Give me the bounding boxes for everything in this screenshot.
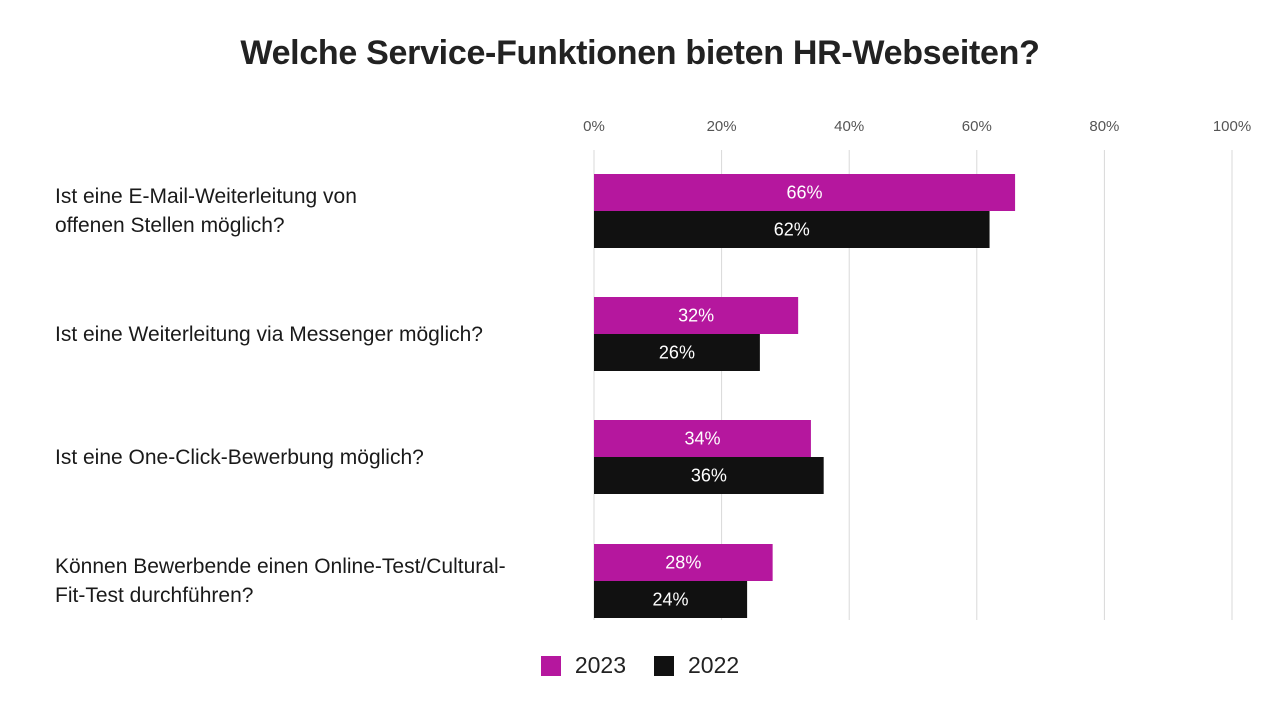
category-label-line: Fit-Test durchführen? (55, 584, 254, 607)
category-label: Ist eine One-Click-Bewerbung möglich? (55, 443, 555, 472)
data-label: 28% (665, 553, 701, 573)
data-label: 66% (787, 183, 823, 203)
x-tick-label: 0% (583, 118, 605, 135)
category-label: Ist eine Weiterleitung via Messenger mög… (55, 320, 555, 349)
bar-2023 (594, 420, 811, 457)
x-tick-label: 80% (1089, 118, 1119, 135)
category-label: Können Bewerbende einen Online-Test/Cult… (55, 552, 555, 610)
chart-title: Welche Service-Funktionen bieten HR-Webs… (240, 34, 1040, 72)
data-label: 34% (684, 429, 720, 449)
bar-2022 (594, 581, 748, 618)
x-tick-label: 20% (707, 118, 737, 135)
legend-label-2022: 2022 (688, 652, 740, 678)
data-label: 62% (774, 220, 810, 240)
bar-2023 (594, 297, 799, 334)
data-label: 24% (653, 590, 689, 610)
data-label: 36% (691, 466, 727, 486)
category-label-line: Ist eine One-Click-Bewerbung möglich? (55, 445, 424, 469)
bar-2022 (594, 211, 990, 248)
legend-item-2022: 2022 (654, 652, 739, 679)
data-label: 32% (678, 306, 714, 326)
bar-2022 (594, 334, 760, 371)
bar-2023 (594, 544, 773, 581)
category-label: Ist eine E-Mail-Weiterleitung von offenen… (55, 182, 555, 240)
data-label: 26% (659, 343, 695, 363)
legend-label-2023: 2023 (574, 652, 626, 678)
category-label-line: Ist eine Weiterleitung via Messenger mög… (55, 322, 483, 346)
category-label-line: Ist eine E-Mail-Weiterleitung von (55, 185, 357, 208)
bar-2023 (594, 174, 1016, 211)
bar-2022 (594, 457, 824, 494)
legend-item-2023: 2023 (540, 652, 626, 679)
category-label-line: Können Bewerbende einen Online-Test/Cult… (55, 555, 506, 578)
legend-swatch-2022 (654, 655, 674, 676)
category-label-line: offenen Stellen möglich? (55, 214, 285, 237)
x-tick-label: 60% (962, 118, 992, 135)
x-tick-label: 40% (834, 118, 864, 135)
legend-swatch-2023 (540, 655, 561, 676)
x-tick-label: 100% (1213, 118, 1251, 135)
legend: 2023 2022 (0, 652, 1280, 679)
